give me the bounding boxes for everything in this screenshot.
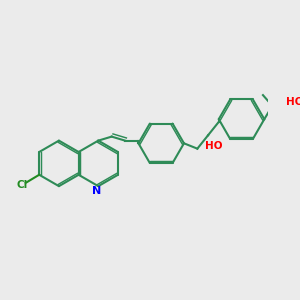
Text: N: N: [92, 186, 102, 196]
Text: HO: HO: [286, 97, 300, 107]
Text: Cl: Cl: [16, 180, 27, 190]
Text: HO: HO: [205, 141, 222, 151]
